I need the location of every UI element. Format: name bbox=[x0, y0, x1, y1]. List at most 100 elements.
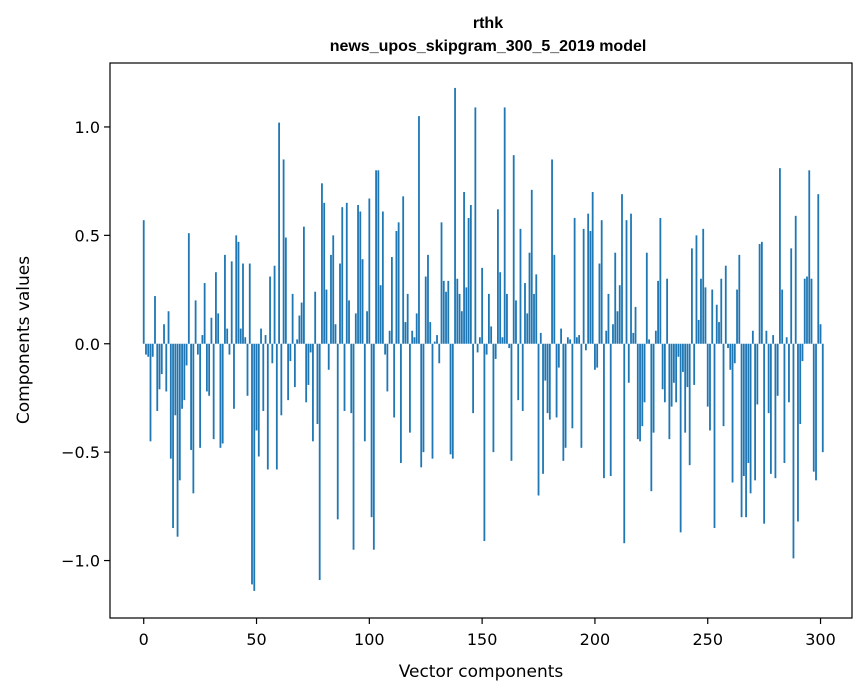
bar-234 bbox=[670, 343, 673, 407]
bar-48 bbox=[251, 343, 253, 585]
bar-96 bbox=[359, 211, 362, 344]
bar-133 bbox=[442, 280, 445, 344]
bar-7 bbox=[158, 343, 161, 390]
chart-title: rthk bbox=[473, 15, 503, 32]
bar-246 bbox=[697, 319, 700, 344]
bar-181 bbox=[551, 159, 553, 344]
bar-91 bbox=[348, 300, 350, 344]
bar-176 bbox=[539, 332, 542, 344]
bar-171 bbox=[528, 252, 531, 344]
bar-165 bbox=[515, 300, 517, 344]
bar-82 bbox=[327, 343, 330, 370]
bar-52 bbox=[260, 328, 262, 344]
bar-33 bbox=[217, 313, 220, 344]
bar-73 bbox=[307, 343, 310, 385]
bar-29 bbox=[208, 343, 211, 396]
bar-238 bbox=[679, 343, 682, 533]
bar-18 bbox=[183, 343, 186, 401]
bar-262 bbox=[733, 343, 736, 364]
bar-88 bbox=[341, 207, 344, 344]
bar-248 bbox=[702, 228, 705, 344]
bar-30 bbox=[210, 317, 213, 344]
bar-121 bbox=[415, 313, 418, 344]
bar-193 bbox=[578, 335, 581, 344]
bar-107 bbox=[384, 343, 387, 355]
bar-77 bbox=[316, 343, 319, 424]
bar-183 bbox=[555, 343, 558, 418]
bar-200 bbox=[594, 343, 596, 370]
bar-102 bbox=[372, 343, 375, 550]
bar-3 bbox=[149, 343, 152, 442]
bar-212 bbox=[621, 194, 623, 344]
bar-38 bbox=[228, 343, 231, 355]
bar-204 bbox=[603, 343, 605, 479]
bar-287 bbox=[790, 248, 793, 344]
y-tick-label-0: −1.0 bbox=[61, 552, 100, 571]
bar-128 bbox=[431, 343, 434, 459]
bar-175 bbox=[537, 343, 540, 496]
bar-233 bbox=[668, 343, 671, 440]
bar-83 bbox=[330, 254, 332, 344]
bar-14 bbox=[174, 343, 177, 416]
bar-142 bbox=[463, 191, 465, 344]
bar-117 bbox=[406, 293, 409, 344]
bar-22 bbox=[192, 343, 195, 494]
bar-40 bbox=[233, 343, 235, 409]
bar-160 bbox=[503, 107, 506, 344]
bar-100 bbox=[368, 198, 371, 344]
bar-196 bbox=[585, 343, 587, 351]
bar-186 bbox=[562, 343, 565, 461]
bar-242 bbox=[688, 343, 691, 466]
bar-266 bbox=[742, 343, 745, 476]
chart-subtitle: news_upos_skipgram_300_5_2019 model bbox=[330, 38, 647, 55]
bar-106 bbox=[381, 211, 384, 344]
bar-174 bbox=[535, 274, 538, 344]
bar-272 bbox=[756, 343, 759, 405]
bar-74 bbox=[309, 343, 312, 353]
bar-198 bbox=[589, 231, 592, 344]
bar-34 bbox=[219, 343, 222, 448]
bar-264 bbox=[738, 254, 741, 344]
bar-75 bbox=[312, 343, 314, 442]
bar-4 bbox=[151, 343, 154, 357]
bar-209 bbox=[614, 252, 617, 344]
bar-277 bbox=[767, 343, 770, 414]
x-tick-label-0: 0 bbox=[139, 630, 149, 649]
bar-144 bbox=[467, 218, 470, 344]
bar-5 bbox=[154, 296, 156, 344]
bar-49 bbox=[253, 343, 256, 591]
bar-66 bbox=[291, 293, 294, 344]
bar-47 bbox=[248, 263, 251, 344]
bar-134 bbox=[445, 291, 447, 344]
bar-273 bbox=[758, 244, 761, 344]
bar-275 bbox=[763, 343, 766, 524]
bar-132 bbox=[440, 222, 443, 344]
bar-35 bbox=[221, 343, 224, 444]
bar-202 bbox=[598, 263, 601, 344]
bar-284 bbox=[783, 343, 786, 463]
bar-157 bbox=[497, 209, 499, 344]
bar-280 bbox=[774, 343, 777, 479]
bar-136 bbox=[449, 343, 452, 455]
bar-216 bbox=[630, 213, 632, 344]
bar-230 bbox=[661, 343, 664, 390]
bar-108 bbox=[386, 343, 389, 392]
bar-11 bbox=[167, 311, 170, 344]
bar-92 bbox=[350, 343, 353, 414]
bar-24 bbox=[196, 343, 199, 355]
bar-84 bbox=[332, 235, 335, 344]
bar-19 bbox=[185, 343, 188, 366]
bar-156 bbox=[494, 343, 497, 359]
bar-137 bbox=[451, 343, 454, 459]
bar-63 bbox=[284, 237, 287, 344]
bar-2 bbox=[147, 343, 150, 357]
bar-301 bbox=[821, 343, 824, 453]
bar-295 bbox=[808, 170, 811, 344]
x-tick-label-150: 150 bbox=[467, 630, 498, 649]
bar-27 bbox=[203, 283, 206, 344]
bar-229 bbox=[659, 218, 662, 344]
bar-259 bbox=[727, 343, 729, 349]
bar-258 bbox=[724, 265, 727, 344]
